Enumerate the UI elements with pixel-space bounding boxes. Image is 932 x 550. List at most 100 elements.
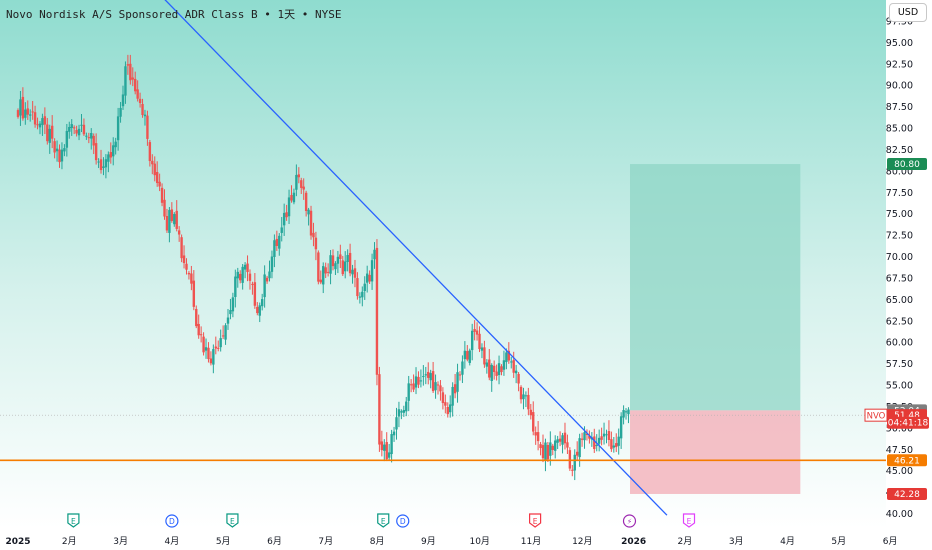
y-tick-label: 77.50 [886,188,913,199]
candle-body [390,434,393,455]
candle-body [387,452,391,458]
event-marker-earnings[interactable] [377,513,390,528]
candle-body [180,237,183,259]
candle-body [160,187,164,203]
event-marker-earnings[interactable] [226,513,239,528]
event-marker-flash[interactable] [622,514,637,528]
y-tick-label: 80.00 [886,166,913,177]
price-badge-support [887,454,927,467]
candle-body [273,240,276,257]
trendline[interactable] [157,0,668,516]
symbol-tag-label: NVO [867,412,886,422]
candle-body [109,152,112,158]
candle-body [19,99,22,116]
candle-body [397,409,401,417]
candle-body [451,386,454,406]
candle-body [549,442,552,456]
x-tick-label: 2026 [621,537,646,547]
candle-body [202,336,205,353]
candle-body [82,124,86,135]
target-zone[interactable] [630,164,801,411]
candle-body [312,232,315,238]
candle-body [346,255,349,262]
candle-body [256,306,259,314]
candle-body [510,361,513,363]
candle-body [593,436,596,450]
candle-body [219,338,222,348]
candle-body [610,439,613,450]
candle-body [368,274,371,282]
candle-body [48,128,51,143]
candle-body [402,409,406,413]
candle-body [409,384,413,386]
event-marker-earnings[interactable] [67,513,80,528]
candle-body [575,451,579,456]
candle-body [400,411,403,413]
candle-body [46,124,49,142]
candle-body [258,305,261,316]
candle-body [351,269,354,275]
candle-body [63,148,66,152]
candle-body [50,125,54,139]
candle-body [361,291,364,298]
stop-zone[interactable] [630,410,801,494]
candle-body [458,374,462,376]
candle-body [129,63,132,81]
candle-body [72,127,76,129]
candle-body [595,445,598,447]
candle-body [253,282,257,306]
x-tick-label: 2月 [678,536,693,547]
candle-body [263,274,266,298]
candle-body [522,394,525,400]
candle-body [436,384,440,386]
candle-body [187,273,191,275]
candle-body [534,432,537,436]
candle-body [102,166,105,168]
currency-button[interactable]: USD [889,3,927,22]
candle-body [302,186,305,190]
candle-body [585,433,589,436]
candle-body [112,145,115,157]
candle-body [456,372,459,392]
candle-body [341,260,344,275]
event-marker-dividend[interactable] [396,514,410,528]
candle-body [234,276,237,298]
candle-body [163,199,166,217]
candle-body [566,442,569,448]
candle-body [295,174,298,190]
candle-body [551,445,554,450]
candle-body [617,436,620,446]
candle-body [395,417,398,430]
candle-body [434,382,437,391]
candle-body [165,216,169,231]
candle-body [627,409,630,415]
event-marker-earnings_red[interactable] [529,513,542,528]
candle-body [43,116,47,125]
candle-body [607,431,611,440]
candle-body [466,351,469,360]
candle-body [475,330,479,335]
candle-body [197,323,200,336]
candle-body [204,347,208,351]
candle-body [97,161,100,163]
candle-body [365,273,369,283]
candle-body [38,123,42,128]
y-tick-label: 82.50 [886,145,913,156]
candle-body [514,370,518,374]
candle-body [353,268,357,278]
price-badge-countdown [887,416,929,429]
candle-body [319,279,322,283]
event-marker-label: E [687,517,692,526]
candle-body [453,384,457,394]
candle-body [375,247,379,375]
event-marker-earnings_future[interactable] [682,513,696,528]
x-tick-label: 4月 [165,536,180,547]
candle-body [422,376,425,378]
event-marker-dividend[interactable] [165,514,179,528]
candle-body [282,212,286,226]
candle-body [329,255,332,274]
candle-body [546,444,550,460]
candle-body [239,273,242,281]
x-tick-label: 2025 [5,537,30,547]
